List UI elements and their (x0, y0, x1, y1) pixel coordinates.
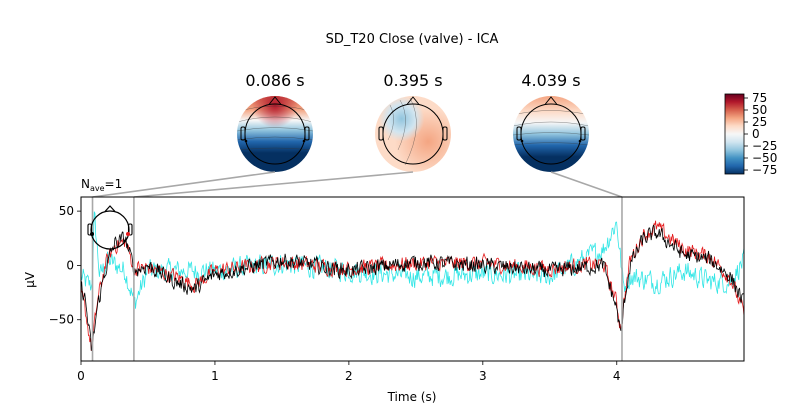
topomap-3 (513, 96, 589, 172)
topomap-1 (237, 96, 313, 172)
connector-line (92, 171, 276, 198)
plot-area (80, 196, 745, 362)
x-tick-label: 2 (345, 369, 353, 383)
x-tick-label: 4 (613, 369, 621, 383)
colorbar-tick-label: 25 (752, 115, 767, 129)
topomap-3-time-label: 4.039 s (521, 71, 580, 90)
topomap-2 (375, 96, 451, 172)
n-ave-sub: ave (90, 184, 105, 193)
topomap-2-time-label: 0.395 s (383, 71, 442, 90)
n-ave-base: N (81, 177, 90, 191)
y-tick-label: −50 (49, 313, 74, 327)
x-tick-label: 1 (211, 369, 219, 383)
colorbar-tick-label: −25 (752, 139, 777, 153)
topomap-1-time-label: 0.086 s (245, 71, 304, 90)
connector-line (550, 171, 623, 198)
eeg-trace-line (81, 220, 744, 351)
colorbar-tick-label: −50 (752, 151, 777, 165)
eeg-trace-line (81, 224, 744, 351)
x-tick-label: 0 (77, 369, 85, 383)
y-axis-ticks: 50 0 −50 (49, 204, 81, 327)
colorbar-tick-label: −75 (752, 163, 777, 177)
time-markers (91, 197, 623, 361)
sensor-layout-inset (87, 205, 133, 250)
topomap-connectors (92, 171, 623, 198)
colorbar-tick-label: 50 (752, 103, 767, 117)
eeg-trace-line (81, 211, 744, 309)
x-tick-label: 3 (479, 369, 487, 383)
x-axis-ticks: 0 1 2 3 4 (77, 361, 621, 383)
y-tick-label: 50 (59, 204, 74, 218)
chart-title: SD_T20 Close (valve) - ICA (326, 32, 499, 47)
colorbar-tick-label: 75 (752, 91, 767, 105)
connector-line (133, 171, 414, 198)
n-ave-label: Nave=1 (81, 177, 122, 193)
y-axis-label: µV (23, 271, 37, 288)
eeg-traces (81, 211, 744, 351)
colorbar-tick-label: 0 (752, 127, 760, 141)
y-tick-label: 0 (66, 258, 74, 272)
n-ave-value: =1 (105, 177, 123, 191)
x-axis-label: Time (s) (387, 390, 437, 404)
